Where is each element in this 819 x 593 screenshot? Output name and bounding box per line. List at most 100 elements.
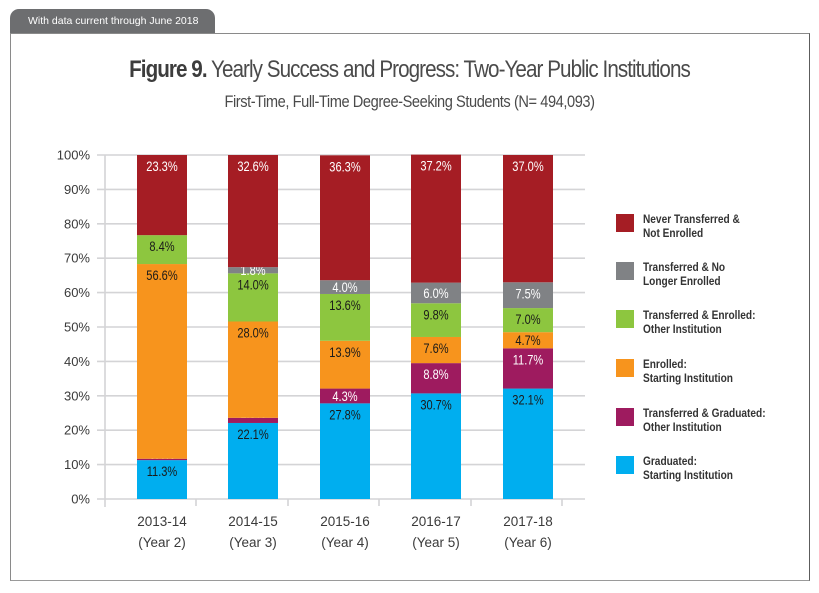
legend-label-line: Graduated: [643,456,697,468]
data-label: 37.0% [512,159,543,174]
legend-swatch [616,214,634,232]
bar-segment [411,393,461,499]
bar-segment [228,273,278,322]
y-tick-label: 40% [64,354,90,369]
data-label: 14.0% [237,277,268,292]
legend-swatch [616,408,634,426]
y-tick-label: 10% [64,457,90,472]
data-label: 23.3% [146,159,177,174]
bar-segment [320,280,370,294]
legend-label-line: Never Transferred & [643,214,740,226]
bar-segment [137,460,187,499]
data-label: 11.3% [147,464,178,479]
legend-label: Enrolled: Starting Institution [643,358,733,386]
x-tick-label: 2013-14 [137,514,187,529]
bar-segment [411,336,461,364]
data-label: 4.0% [332,280,357,295]
legend-item: Enrolled: Starting Institution [616,358,796,398]
bar-segment [411,303,461,337]
bar-segment [503,308,553,333]
data-label: 9.8% [423,307,448,322]
bar-2016-17: 30.7% 8.8% 7.6% 9.8% 6.0% 37.2% [411,154,461,499]
data-label: 4.3% [332,389,357,404]
y-tick-label: 70% [64,251,90,266]
data-label: 13.6% [329,298,360,313]
legend-item: Transferred & No Longer Enrolled [616,261,796,301]
data-label: 32.6% [237,159,268,174]
data-label: 27.8% [329,407,360,422]
legend-item: Never Transferred & Not Enrolled [616,213,796,253]
data-label: 56.6% [146,268,177,283]
bar-segment [228,417,278,423]
x-tick-sublabel: (Year 2) [138,535,186,550]
y-tick-label: 90% [64,182,90,197]
x-tick-label: 2014-15 [228,514,278,529]
y-tick-label: 50% [64,320,90,335]
legend-label-line: Other Institution [643,324,722,336]
data-label: 37.2% [420,159,451,174]
data-currency-tab: With data current through June 2018 [10,9,215,33]
x-tick-label: 2017-18 [503,514,553,529]
bar-segment [320,403,370,499]
legend-label: Transferred & Enrolled: Other Institution [643,309,755,337]
legend-swatch [616,456,634,474]
bar-2015-16: 27.8% 4.3% 13.9% 13.6% 4.0% 36.3% [320,155,370,499]
legend-item: Graduated: Starting Institution [616,455,796,495]
legend-label: Transferred & Graduated: Other Institutio… [643,407,766,435]
figure-title: Figure 9. Yearly Success and Progress: T… [57,56,761,84]
data-label: 8.8% [423,367,448,382]
bar-segment [137,235,187,265]
legend-label-line: Other Institution [643,422,722,434]
data-label: 32.1% [512,393,543,408]
data-currency-label: With data current through June 2018 [28,15,199,27]
bars: 11.3%0.4%56.6%8.4%23.3%22.1%1.5%28.0%14.… [137,154,553,499]
bar-2014-15: 22.1%1.5%28.0%14.0%1.8%32.6% [228,155,278,499]
y-tick-label: 0% [71,492,90,507]
bar-segment [228,267,278,274]
y-tick-label: 20% [64,423,90,438]
data-label: 36.3% [329,159,360,174]
x-tick-sublabel: (Year 6) [504,535,552,550]
bar-2017-18: 32.1% 11.7% 4.7% 7.0% 7.5% 37.0% [503,155,553,499]
legend-label: Transferred & No Longer Enrolled [643,261,725,289]
data-label: 22.1% [237,427,268,442]
data-label: 13.9% [329,345,360,360]
figure-subtitle: First-Time, Full-Time Degree-Seeking Stu… [224,92,595,111]
bar-segment [503,155,553,283]
data-label: 7.0% [515,312,540,327]
x-tick-label: 2016-17 [411,514,461,529]
legend-label-line: Not Enrolled [643,228,704,240]
legend-label-line: Starting Institution [643,373,733,385]
bar-segment [137,155,187,236]
bar-segment [503,348,553,389]
x-axis: 2013-14 (Year 2) 2014-15 (Year 3) 2015-16 (Ye… [137,499,563,550]
legend-item: Transferred & Enrolled: Other Institution [616,309,796,349]
bar-segment [411,282,461,304]
bar-2013-14: 11.3%0.4%56.6%8.4%23.3% [137,155,187,499]
legend-swatch [616,310,634,328]
bar-segment [320,155,370,281]
legend-label: Never Transferred & Not Enrolled [643,213,740,241]
data-label: 28.0% [237,325,268,340]
x-tick-sublabel: (Year 3) [229,535,277,550]
data-label: 11.7% [513,352,544,367]
bar-segment [503,282,553,309]
x-tick-sublabel: (Year 4) [321,535,369,550]
legend-label: Graduated: Starting Institution [643,455,733,483]
bar-segment [228,422,278,499]
legend-label-line: Transferred & Enrolled: [643,310,756,322]
bar-segment [320,388,370,404]
legend-swatch [616,359,634,377]
bar-segment [137,264,187,459]
legend-label-line: Enrolled: [643,359,687,371]
y-tick-label: 30% [64,388,90,403]
bar-segment [320,340,370,389]
data-label: 7.6% [423,341,448,356]
figure-title-text: Yearly Success and Progress: Two-Year Pu… [211,56,691,83]
figure-number: Figure 9. [129,56,207,83]
legend-item: Transferred & Graduated: Other Institutio… [616,407,796,447]
bar-segment [503,332,553,349]
y-tick-label: 100% [57,148,91,163]
legend-label-line: Transferred & Graduated: [643,408,766,420]
bar-segment [137,458,187,461]
